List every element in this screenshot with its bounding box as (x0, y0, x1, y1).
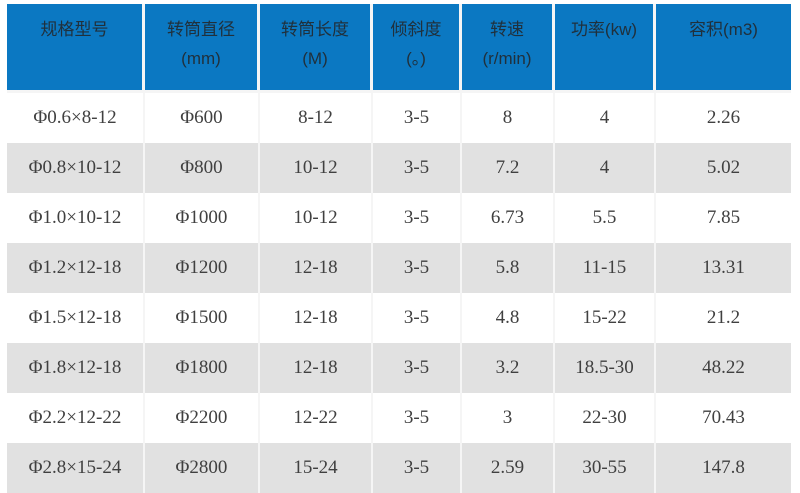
table-cell: Φ1800 (145, 343, 260, 393)
table-cell: 15-24 (260, 443, 373, 493)
table-cell: 5.8 (462, 243, 555, 293)
table-cell: Φ0.6×8-12 (7, 93, 145, 143)
table-cell: 21.2 (706, 307, 741, 328)
table-row: Φ1.0×10-12 Φ1000 10-12 3-5 6.73 5.5 7.85 (7, 193, 791, 243)
table-cell: 12-18 (260, 343, 373, 393)
table-cell: 30-55 (555, 443, 656, 493)
table-cell: 7.2 (462, 143, 555, 193)
table-cell: 4 (555, 93, 656, 143)
table-cell: Φ1.5×12-18 (7, 293, 145, 343)
table-cell: 48.22 (702, 357, 745, 378)
table-cell: Φ2.8×15-24 (7, 443, 145, 493)
table-cell: 15-22 (555, 293, 656, 343)
spec-table: 规格型号 转筒直径 (mm) 转筒长度 (M) 倾斜度 (。) 转速 (r/min) 功率… (7, 4, 791, 493)
table-row: Φ2.8×15-24 Φ2800 15-24 3-5 2.59 30-55 147.8 (7, 443, 791, 493)
table-cell: 3-5 (373, 443, 462, 493)
table-cell: 3-5 (373, 343, 462, 393)
table-cell: 10-12 (260, 193, 373, 243)
table-row: Φ0.6×8-12 Φ600 8-12 3-5 8 4 2.26 (7, 93, 791, 143)
table-cell: 3 (462, 393, 555, 443)
table-cell: 3.2 (462, 343, 555, 393)
table-cell: Φ1.2×12-18 (7, 243, 145, 293)
table-cell: 3-5 (373, 243, 462, 293)
table-cell: 3-5 (373, 93, 462, 143)
table-cell: 8-12 (260, 93, 373, 143)
header-row: 规格型号 转筒直径 (mm) 转筒长度 (M) 倾斜度 (。) 转速 (r/min) 功率… (7, 4, 791, 93)
table-cell: 8 (462, 93, 555, 143)
table-cell: 7.85 (706, 207, 741, 228)
table-cell: Φ1.8×12-18 (7, 343, 145, 393)
table-cell: 2.59 (462, 443, 555, 493)
table-cell: Φ800 (145, 143, 260, 193)
table-row: Φ1.8×12-18 Φ1800 12-18 3-5 3.2 18.5-30 48.22 (7, 343, 791, 393)
table-row: Φ2.2×12-22 Φ2200 12-22 3-5 3 22-30 70.43 (7, 393, 791, 443)
table-cell: 11-15 (555, 243, 656, 293)
table-cell: Φ1200 (145, 243, 260, 293)
table-cell: 13.31 (702, 257, 745, 278)
header-cell-0: 规格型号 (7, 4, 145, 93)
table-cell: Φ2800 (145, 443, 260, 493)
table-cell: 18.5-30 (555, 343, 656, 393)
table-cell: Φ600 (145, 93, 260, 143)
header-cell-6: 容积(m3) (656, 4, 791, 93)
table-cell: Φ2200 (145, 393, 260, 443)
table-cell: 3-5 (373, 393, 462, 443)
spec-table-header: 规格型号 转筒直径 (mm) 转筒长度 (M) 倾斜度 (。) 转速 (r/min) 功率… (7, 4, 791, 93)
table-cell: 3-5 (373, 293, 462, 343)
table-cell: 12-18 (260, 243, 373, 293)
table-cell: 147.8 (702, 457, 745, 478)
table-cell: Φ2.2×12-22 (7, 393, 145, 443)
table-cell: 12-18 (260, 293, 373, 343)
table-cell: 3-5 (373, 193, 462, 243)
table-row: Φ1.5×12-18 Φ1500 12-18 3-5 4.8 15-22 21.2 (7, 293, 791, 343)
header-cell-3: 倾斜度 (。) (373, 4, 462, 93)
table-cell: 10-12 (260, 143, 373, 193)
header-cell-1: 转筒直径 (mm) (145, 4, 260, 93)
header-cell-4: 转速 (r/min) (462, 4, 555, 93)
table-cell: 6.73 (462, 193, 555, 243)
table-cell: 4 (555, 143, 656, 193)
table-cell: Φ1000 (145, 193, 260, 243)
table-cell: 22-30 (555, 393, 656, 443)
table-cell: 3-5 (373, 143, 462, 193)
table-row: Φ1.2×12-18 Φ1200 12-18 3-5 5.8 11-15 13.31 (7, 243, 791, 293)
table-cell: 2.26 (706, 107, 741, 128)
table-cell: 5.5 (555, 193, 656, 243)
table-cell: 5.02 (706, 157, 741, 178)
table-cell: Φ1500 (145, 293, 260, 343)
header-cell-5: 功率(kw) (555, 4, 656, 93)
table-cell: Φ1.0×10-12 (7, 193, 145, 243)
table-cell: 4.8 (462, 293, 555, 343)
table-row: Φ0.8×10-12 Φ800 10-12 3-5 7.2 4 5.02 (7, 143, 791, 193)
table-cell: 70.43 (702, 407, 745, 428)
table-cell: 12-22 (260, 393, 373, 443)
table-cell: Φ0.8×10-12 (7, 143, 145, 193)
spec-table-body: Φ0.6×8-12 Φ600 8-12 3-5 8 4 2.26 Φ0.8×10-12 Φ800… (7, 93, 791, 493)
header-cell-2: 转筒长度 (M) (260, 4, 373, 93)
